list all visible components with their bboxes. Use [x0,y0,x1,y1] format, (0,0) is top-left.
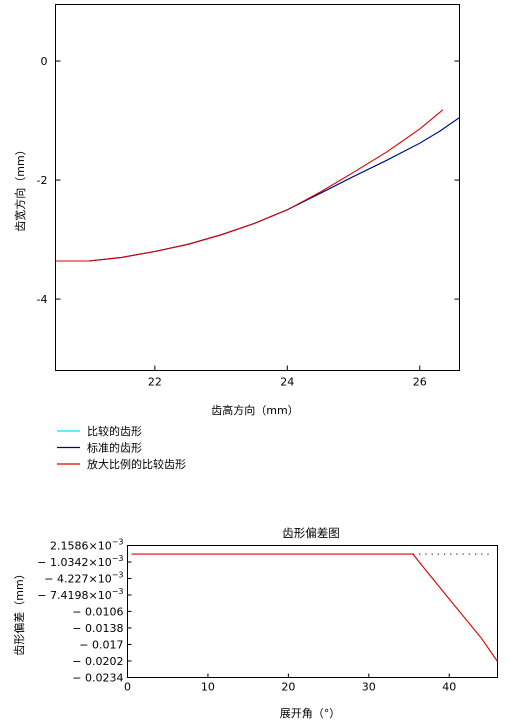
y-tick-mantissa: − 0.0234 [72,672,123,685]
y-tick-label: − 0.0138 [72,622,123,635]
y-tick-mantissa: − 1.0342×10 [37,556,111,569]
x-tick-label: 0 [124,681,131,694]
x-tick-label: 22 [148,376,162,389]
x-tick-label: 10 [201,681,215,694]
y-tick-mantissa: 2.1586×10 [50,540,112,553]
profile-x-axis-label: 齿高方向（mm） [211,403,298,417]
profile-series-line [55,117,460,262]
y-tick-label: − 4.227×10−3 [44,570,123,585]
deviation-series-line [131,553,498,662]
x-tick-label: 30 [362,681,376,694]
legend-label: 标准的齿形 [87,441,142,455]
y-tick-mantissa: − 0.0202 [72,655,123,668]
deviation-chart: 齿形偏差图 0 10 20 30 402.1586×10−3− 1.0342×10−3−… [12,526,498,720]
y-tick-label: − 7.4198×10−3 [37,587,123,602]
y-tick-label: − 0.0106 [72,605,123,618]
y-tick-label: 0 [41,55,48,68]
profile-series-line [55,117,460,262]
y-tick-exponent: −3 [112,554,124,563]
y-tick-label: -2 [37,174,48,187]
legend-label: 比较的齿形 [87,424,142,438]
profile-y-axis-label: 齿宽方向（mm） [13,144,27,231]
deviation-x-axis-label: 展开角（°） [280,707,341,720]
y-tick-exponent: −3 [112,570,124,579]
y-tick-label: 2.1586×10−3 [50,538,124,553]
y-tick-mantissa: − 0.017 [79,638,123,651]
legend-label: 放大比例的比较齿形 [87,457,186,471]
deviation-chart-title: 齿形偏差图 [282,526,340,540]
x-tick-label: 20 [281,681,295,694]
profile-chart: 22 24 26 0 -2 -4 齿高方向（mm） 齿宽方向（mm） 比较的齿形标准的齿形… [13,4,460,471]
x-tick-label: 26 [413,376,427,389]
y-tick-mantissa: − 0.0106 [72,605,123,618]
y-tick-mantissa: − 7.4198×10 [37,589,111,602]
y-tick-mantissa: − 4.227×10 [44,572,111,585]
y-tick-label: − 1.0342×10−3 [37,554,123,569]
profile-plot-frame [55,4,460,371]
y-tick-exponent: −3 [112,538,124,547]
y-tick-label: -4 [37,293,48,306]
y-tick-exponent: −3 [112,587,124,596]
deviation-plot-frame [127,545,498,678]
x-tick-label: 24 [280,376,294,389]
x-tick-label: 40 [442,681,456,694]
profile-series-line [55,109,444,262]
y-tick-mantissa: − 0.0138 [72,622,123,635]
y-tick-label: − 0.0234 [72,672,123,685]
deviation-y-axis-label: 齿形偏差（mm） [12,568,26,655]
y-tick-label: − 0.0202 [72,655,123,668]
y-tick-label: − 0.017 [79,638,123,651]
